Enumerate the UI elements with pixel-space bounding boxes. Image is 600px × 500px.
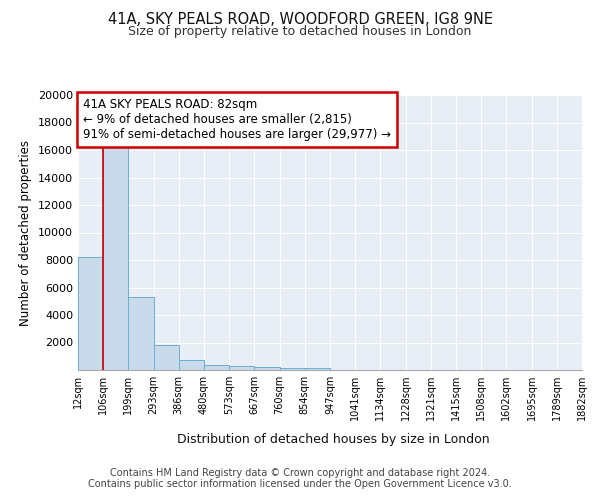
Bar: [179, 360, 204, 370]
Text: Contains HM Land Registry data © Crown copyright and database right 2024.: Contains HM Land Registry data © Crown c…: [110, 468, 490, 477]
Bar: [204, 365, 229, 370]
Text: Contains public sector information licensed under the Open Government Licence v3: Contains public sector information licen…: [88, 479, 512, 489]
Bar: [78, 257, 103, 370]
Y-axis label: Number of detached properties: Number of detached properties: [19, 140, 32, 326]
Bar: [128, 297, 154, 370]
Text: 41A SKY PEALS ROAD: 82sqm
← 9% of detached houses are smaller (2,815)
91% of sem: 41A SKY PEALS ROAD: 82sqm ← 9% of detach…: [83, 98, 391, 141]
Bar: [305, 368, 330, 370]
Text: 41A, SKY PEALS ROAD, WOODFORD GREEN, IG8 9NE: 41A, SKY PEALS ROAD, WOODFORD GREEN, IG8…: [107, 12, 493, 28]
Text: Size of property relative to detached houses in London: Size of property relative to detached ho…: [128, 25, 472, 38]
Bar: [229, 366, 254, 370]
Bar: [254, 367, 280, 370]
Text: Distribution of detached houses by size in London: Distribution of detached houses by size …: [176, 432, 490, 446]
Bar: [280, 368, 305, 370]
Bar: [154, 345, 179, 370]
Bar: [103, 142, 128, 370]
